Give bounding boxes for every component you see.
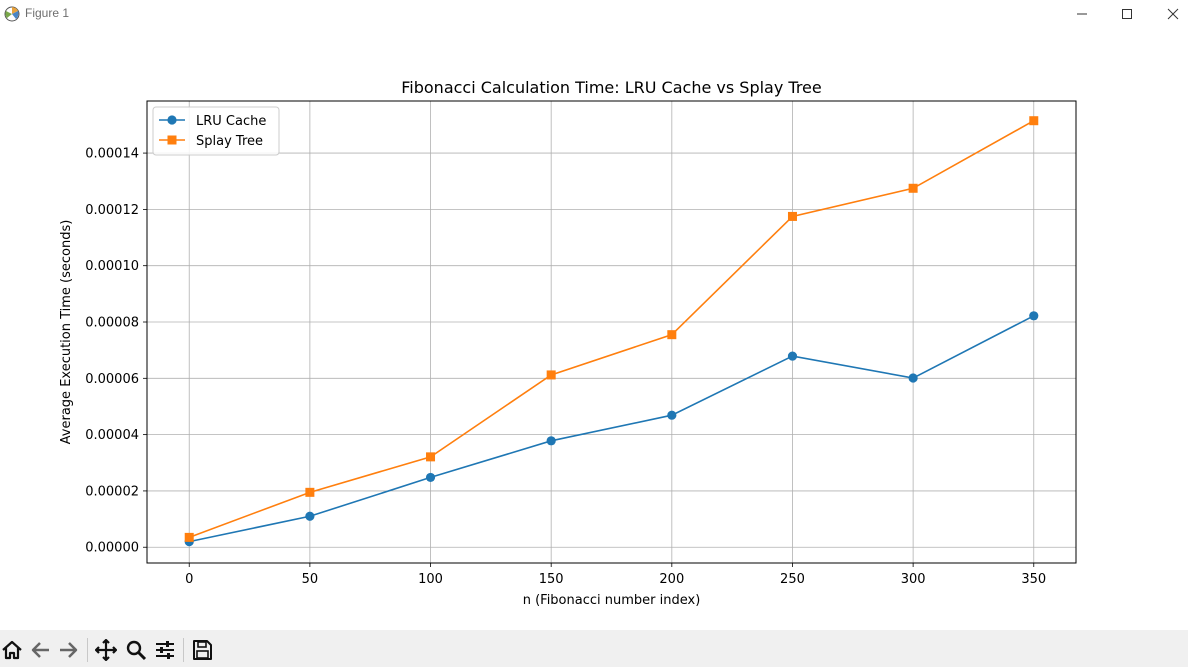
x-tick-label: 0: [185, 572, 193, 587]
splay-tree-point: [667, 330, 677, 340]
maximize-icon: [1122, 9, 1132, 19]
legend-box: [152, 106, 280, 156]
window-titlebar: Figure 1: [0, 0, 1188, 28]
splay-tree-point: [184, 532, 194, 542]
y-tick-label: 0.00002: [85, 484, 139, 499]
close-button[interactable]: [1150, 0, 1188, 28]
lru-cache-point: [667, 410, 677, 420]
save-button[interactable]: [190, 638, 214, 662]
splay-tree-point: [305, 487, 315, 497]
splay-tree-point: [546, 370, 556, 380]
legend-splay-tree-label: Splay Tree: [196, 134, 263, 149]
axes-frame: [146, 100, 1077, 564]
y-tick-label: 0.00014: [85, 147, 139, 162]
home-button[interactable]: [0, 638, 24, 662]
arrow-left-icon: [31, 642, 49, 658]
x-tick-label: 150: [539, 572, 564, 587]
minimize-button[interactable]: [1059, 0, 1105, 28]
y-tick-label: 0.00012: [85, 203, 139, 218]
lru-cache-point: [787, 351, 798, 361]
y-tick-label: 0.00008: [85, 316, 139, 331]
splay-tree-point: [908, 183, 918, 193]
zoom-icon: [126, 640, 147, 661]
lru-cache-point: [908, 373, 918, 383]
lru-cache-point: [546, 436, 556, 446]
y-tick-label: 0.00004: [85, 428, 139, 443]
sliders-icon: [156, 641, 174, 659]
splay-tree-point: [426, 452, 436, 462]
pan-button[interactable]: [94, 638, 118, 662]
lru-cache-line: [189, 315, 1035, 543]
legend-lru-cache-label: LRU Cache: [196, 114, 266, 129]
toolbar-separator: [183, 638, 184, 662]
y-axis-label: Average Execution Time (seconds): [59, 220, 74, 445]
x-tick-label: 300: [901, 572, 926, 587]
splay-tree-line: [188, 120, 1035, 539]
matplotlib-app-icon: [3, 5, 21, 23]
navigation-toolbar: [0, 630, 1188, 667]
move-icon: [95, 639, 117, 661]
x-tick-label: 350: [1021, 572, 1046, 587]
lru-cache-point: [305, 511, 315, 521]
x-tick-label: 200: [659, 572, 684, 587]
line-chart: 0 50 100 150 200 250 300 350 0.000000.000020.00…: [59, 78, 1077, 608]
grid: [147, 101, 1076, 563]
x-tick-label: 250: [780, 572, 805, 587]
save-icon: [193, 640, 212, 660]
series-group: [184, 116, 1039, 547]
splay-tree-point: [1029, 116, 1039, 126]
lru-cache-point: [425, 472, 436, 483]
legend-splay-tree-marker: [167, 135, 177, 145]
minimize-icon: [1077, 13, 1087, 15]
y-tick-label: 0.00006: [85, 372, 139, 387]
close-icon: [1167, 8, 1179, 20]
y-tick-label: 0.00000: [85, 541, 139, 556]
chart-title: Fibonacci Calculation Time: LRU Cache vs…: [401, 78, 822, 97]
x-axis: 0 50 100 150 200 250 300 350: [185, 563, 1046, 587]
x-axis-label: n (Fibonacci number index): [523, 593, 701, 608]
home-icon: [2, 640, 22, 660]
splay-tree-point: [787, 211, 797, 221]
y-tick-label: 0.00010: [85, 259, 139, 274]
back-button[interactable]: [29, 638, 53, 662]
maximize-button[interactable]: [1104, 0, 1150, 28]
arrow-right-icon: [60, 642, 78, 658]
toolbar-separator: [87, 638, 88, 662]
x-tick-label: 100: [418, 572, 443, 587]
lru-cache-point: [1029, 311, 1039, 321]
configure-subplots-button[interactable]: [153, 638, 177, 662]
legend: LRU Cache Splay Tree: [152, 106, 280, 156]
y-axis: 0.00000 0.00002 0.00004 0.00006 0.00008 0.000…: [85, 147, 147, 556]
forward-button[interactable]: [56, 638, 80, 662]
zoom-button[interactable]: [124, 638, 148, 662]
legend-lru-cache-marker: [167, 115, 177, 125]
x-tick-label: 50: [302, 572, 319, 587]
window-title: Figure 1: [25, 6, 70, 20]
figure-canvas[interactable]: 0 50 100 150 200 250 300 350 0.00000 0.00002 0.00…: [0, 28, 1188, 630]
